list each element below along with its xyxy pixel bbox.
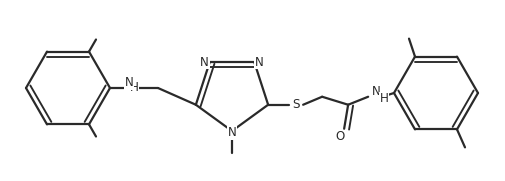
Text: N: N	[255, 56, 263, 69]
Text: S: S	[292, 98, 299, 111]
Text: H: H	[129, 81, 138, 94]
Text: H: H	[379, 92, 388, 105]
Text: O: O	[335, 130, 344, 143]
Text: N: N	[227, 127, 236, 140]
Text: N: N	[124, 77, 133, 89]
Text: N: N	[200, 56, 209, 69]
Text: N: N	[371, 85, 380, 98]
